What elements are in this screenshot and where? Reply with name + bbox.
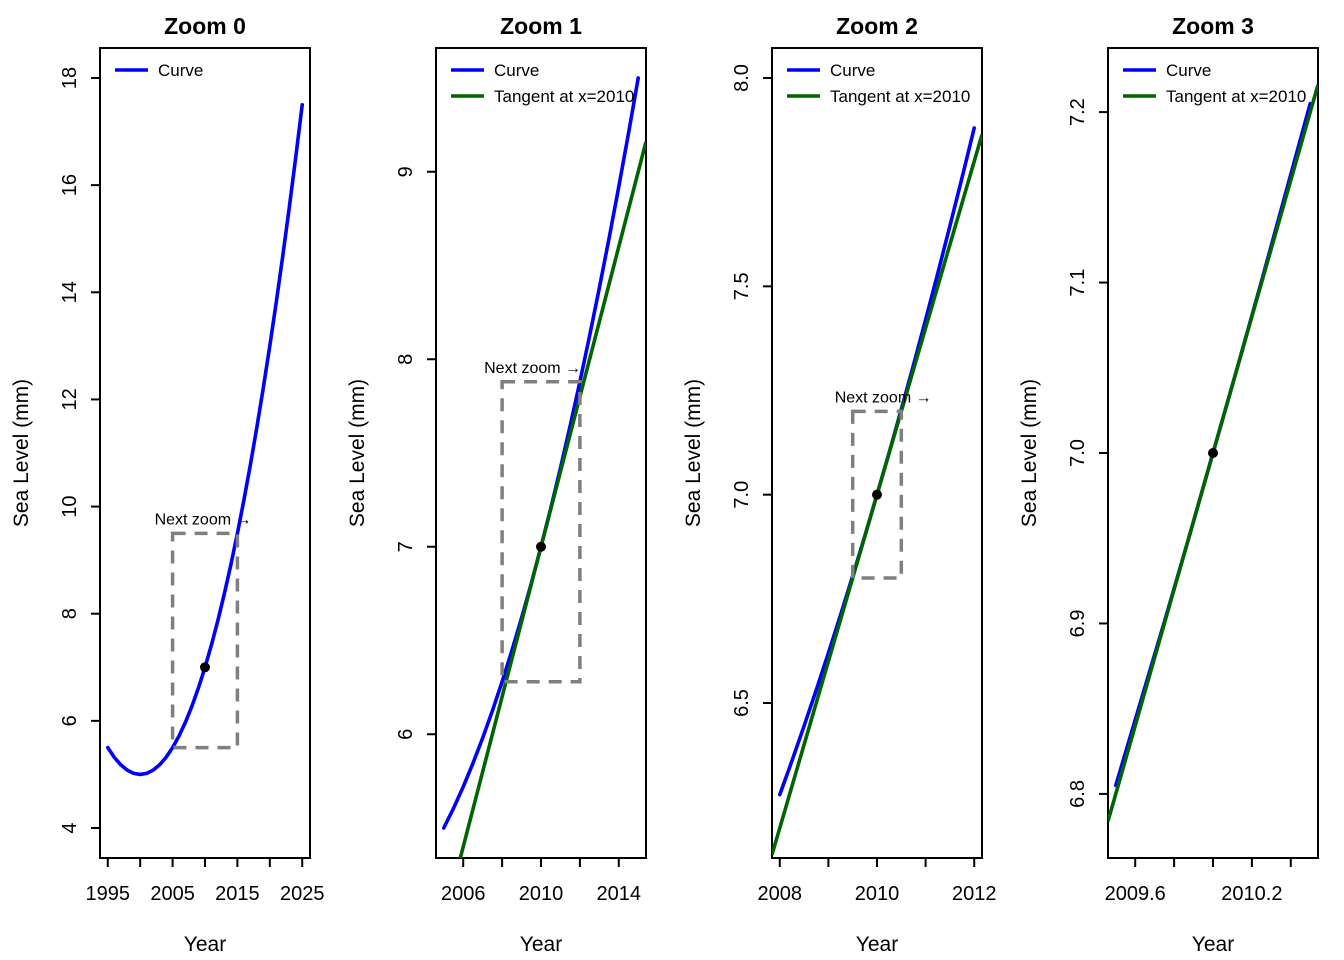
x-tick-label: 2010 — [519, 883, 564, 905]
y-tick-label: 4 — [59, 822, 81, 833]
y-tick-label: 7.1 — [1067, 269, 1089, 297]
x-tick-label: 2005 — [150, 883, 195, 905]
zoom-region-rect — [170, 531, 240, 750]
x-tick-label: 2014 — [597, 883, 642, 905]
zoom-region-rect — [500, 380, 582, 684]
zoom-region-rect — [850, 409, 904, 580]
x-tick-label: 2009.6 — [1105, 883, 1166, 905]
y-tick-label: 7 — [395, 541, 417, 552]
plot-box — [99, 47, 311, 859]
y-tick-label: 7.2 — [1067, 98, 1089, 126]
tangency-point — [1208, 448, 1218, 458]
y-axis-label: Sea Level (mm) — [346, 379, 369, 527]
y-tick-label: 14 — [59, 281, 81, 303]
panel-zoom-1: 2006 2010 2014 6 7 8 9 Zoom 1 Year Sea Level (mm)… — [336, 0, 672, 960]
x-axis-label: Year — [1192, 933, 1234, 956]
x-tick-label: 2015 — [215, 883, 260, 905]
tangency-point — [200, 662, 210, 673]
y-tick-label: 10 — [59, 495, 81, 517]
plot-box — [771, 47, 983, 859]
x-tick-label: 2008 — [758, 883, 803, 905]
plot-zoom-1: 2006 2010 2014 6 7 8 9 Zoom 1 Year Sea Level (mm)… — [346, 13, 647, 956]
next-zoom-annotation: Next zoom → — [155, 511, 252, 528]
curve-line — [777, 126, 977, 797]
y-axis-label: Sea Level (mm) — [1018, 379, 1041, 527]
x-axis-label: Year — [856, 933, 898, 956]
legend-label: Tangent at x=2010 — [830, 87, 970, 106]
panel-zoom-3: 2009.6 2010.2 6.8 6.9 7.0 7.1 7.2 Zoom 3 Year Sea… — [1008, 0, 1344, 960]
y-tick-label: 6 — [59, 715, 81, 726]
tangency-point — [872, 489, 882, 500]
plot-box — [435, 47, 647, 859]
curve-line — [105, 102, 305, 777]
y-tick-label: 8 — [59, 608, 81, 619]
y-tick-label: 6.5 — [731, 689, 753, 717]
y-tick-label: 7.0 — [731, 481, 753, 509]
curve-line — [441, 76, 641, 830]
y-tick-label: 7.0 — [1067, 439, 1089, 467]
x-tick-label: 2010 — [855, 883, 900, 905]
y-tick-label: 6 — [395, 729, 417, 740]
panel-title: Zoom 1 — [500, 13, 582, 39]
y-tick-label: 12 — [59, 388, 81, 410]
legend-label: Curve — [494, 61, 539, 80]
x-tick-label: 2025 — [280, 883, 325, 905]
next-zoom-annotation: Next zoom → — [484, 360, 581, 377]
y-tick-label: 18 — [59, 67, 81, 89]
x-axis-label: Year — [520, 933, 562, 956]
legend-label: Tangent at x=2010 — [494, 87, 634, 106]
y-tick-label: 8.0 — [731, 64, 753, 92]
x-tick-label: 2010.2 — [1221, 883, 1282, 905]
tangency-point — [536, 541, 546, 552]
y-axis-label: Sea Level (mm) — [10, 379, 33, 527]
x-tick-label: 1995 — [86, 883, 131, 905]
x-tick-label: 2006 — [441, 883, 486, 905]
plot-zoom-3: 2009.6 2010.2 6.8 6.9 7.0 7.1 7.2 Zoom 3 Year Sea… — [1018, 13, 1319, 956]
legend-label: Curve — [1166, 61, 1211, 80]
panel-zoom-2: 2008 2010 2012 6.5 7.0 7.5 8.0 Zoom 2 Year Sea Le… — [672, 0, 1008, 960]
y-tick-label: 16 — [59, 174, 81, 196]
y-tick-label: 7.5 — [731, 272, 753, 300]
panel-title: Zoom 2 — [836, 13, 918, 39]
legend-label: Curve — [830, 61, 875, 80]
panel-title: Zoom 3 — [1172, 13, 1254, 39]
next-zoom-annotation: Next zoom → — [835, 389, 932, 406]
plot-zoom-2: 2008 2010 2012 6.5 7.0 7.5 8.0 Zoom 2 Year Sea Le… — [682, 13, 997, 956]
y-axis-label: Sea Level (mm) — [682, 379, 705, 527]
x-axis-label: Year — [184, 933, 226, 956]
y-tick-label: 8 — [395, 354, 417, 365]
plot-zoom-0: 1995 2005 2015 2025 4 6 8 10 12 14 16 18 Zoom 0 Year S… — [10, 13, 325, 956]
panel-zoom-0: 1995 2005 2015 2025 4 6 8 10 12 14 16 18 Zoom 0 Year S… — [0, 0, 336, 960]
curve-line — [1113, 101, 1313, 788]
x-tick-label: 2012 — [952, 883, 997, 905]
plot-area — [105, 102, 305, 777]
plot-area — [441, 76, 646, 858]
legend-label: Tangent at x=2010 — [1166, 87, 1306, 106]
panel-title: Zoom 0 — [164, 13, 246, 39]
y-tick-label: 9 — [395, 166, 417, 177]
legend-label: Curve — [158, 61, 203, 80]
y-tick-label: 6.8 — [1067, 780, 1089, 808]
y-tick-label: 6.9 — [1067, 610, 1089, 638]
